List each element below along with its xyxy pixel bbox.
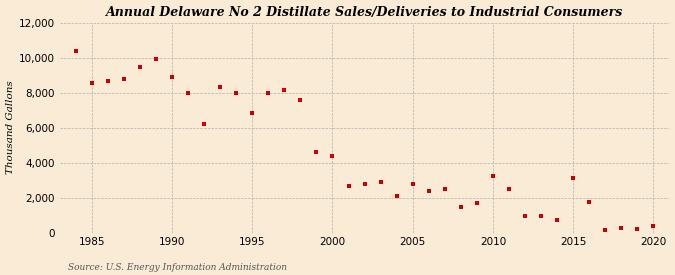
Title: Annual Delaware No 2 Distillate Sales/Deliveries to Industrial Consumers: Annual Delaware No 2 Distillate Sales/De… [106, 6, 623, 18]
Text: Source: U.S. Energy Information Administration: Source: U.S. Energy Information Administ… [68, 263, 286, 272]
Y-axis label: Thousand Gallons: Thousand Gallons [5, 81, 15, 174]
